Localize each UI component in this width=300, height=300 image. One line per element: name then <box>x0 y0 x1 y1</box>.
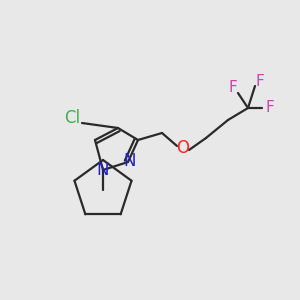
Text: F: F <box>229 80 237 95</box>
Text: F: F <box>266 100 274 116</box>
Text: O: O <box>176 139 190 157</box>
Text: N: N <box>124 152 136 170</box>
Text: N: N <box>97 161 109 179</box>
Text: F: F <box>256 74 264 89</box>
Text: Cl: Cl <box>64 109 80 127</box>
